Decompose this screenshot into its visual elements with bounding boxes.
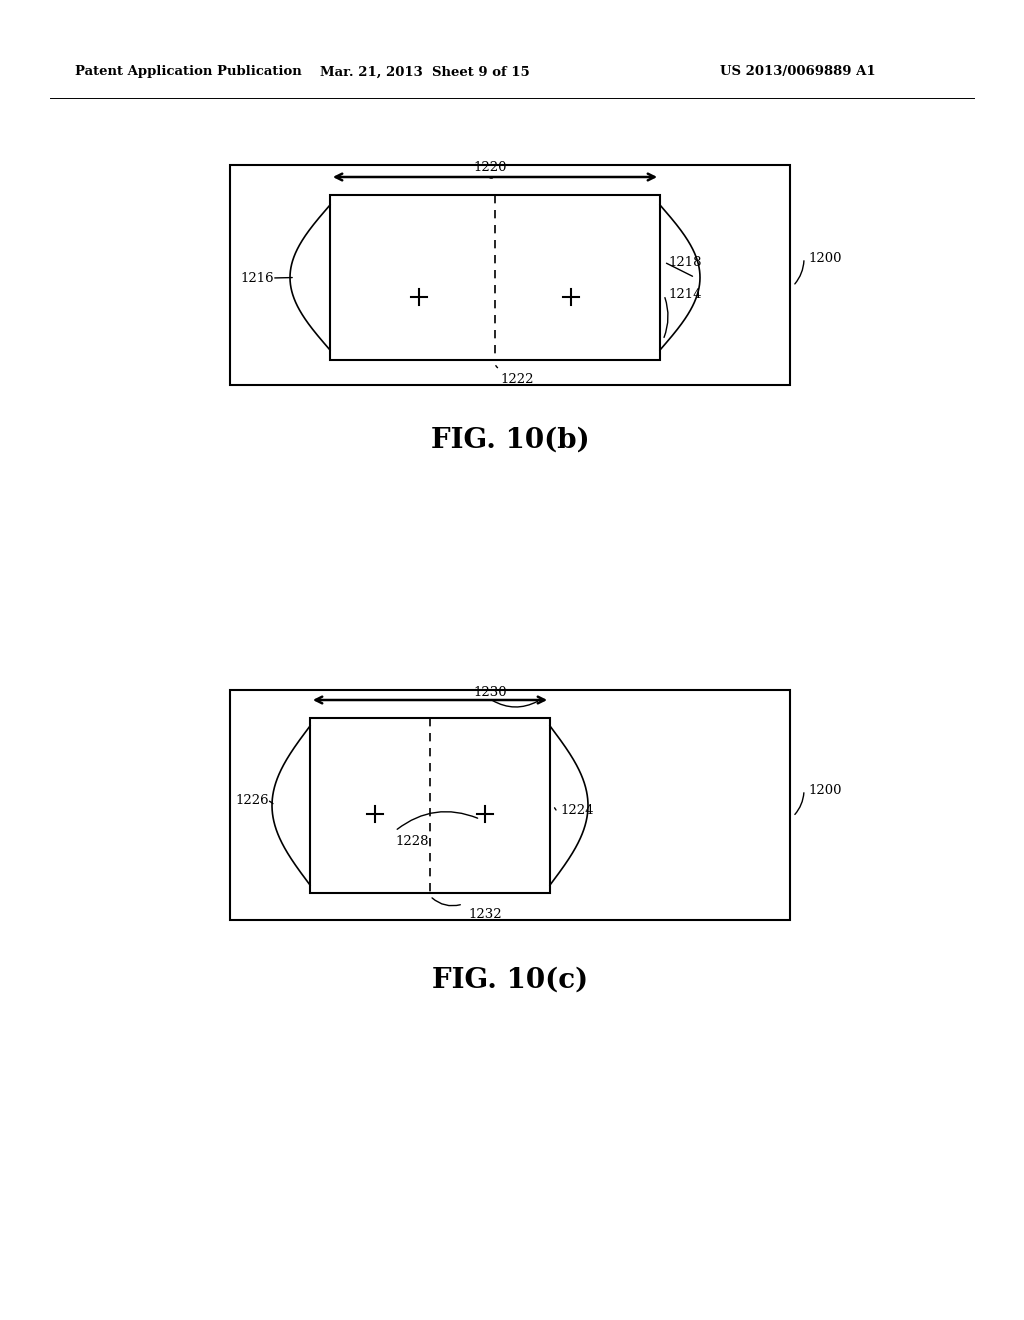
- FancyArrowPatch shape: [667, 263, 692, 276]
- Text: 1232: 1232: [468, 908, 502, 921]
- Text: Mar. 21, 2013  Sheet 9 of 15: Mar. 21, 2013 Sheet 9 of 15: [321, 66, 529, 78]
- Bar: [230, 165, 790, 385]
- Text: Patent Application Publication: Patent Application Publication: [75, 66, 302, 78]
- Text: 1222: 1222: [500, 374, 534, 385]
- Text: 1200: 1200: [808, 252, 842, 264]
- Bar: [230, 690, 790, 920]
- FancyArrowPatch shape: [269, 801, 273, 804]
- FancyArrowPatch shape: [795, 261, 804, 284]
- Text: 1200: 1200: [808, 784, 842, 796]
- Text: 1230: 1230: [473, 686, 507, 700]
- FancyArrowPatch shape: [664, 297, 668, 338]
- Text: 1220: 1220: [473, 161, 507, 174]
- Text: 1224: 1224: [560, 804, 594, 817]
- Bar: [310, 718, 550, 894]
- FancyArrowPatch shape: [397, 812, 477, 829]
- Text: 1218: 1218: [668, 256, 701, 268]
- Bar: [330, 195, 660, 360]
- FancyArrowPatch shape: [795, 793, 804, 814]
- Text: US 2013/0069889 A1: US 2013/0069889 A1: [720, 66, 876, 78]
- Text: 1214: 1214: [668, 289, 701, 301]
- FancyArrowPatch shape: [493, 701, 538, 708]
- Text: 1226: 1226: [234, 793, 268, 807]
- Text: FIG. 10(c): FIG. 10(c): [432, 966, 588, 994]
- Text: FIG. 10(b): FIG. 10(b): [431, 426, 590, 454]
- FancyArrowPatch shape: [555, 808, 556, 810]
- FancyArrowPatch shape: [496, 366, 498, 368]
- Text: 1228: 1228: [395, 836, 428, 847]
- FancyArrowPatch shape: [432, 898, 461, 906]
- Text: 1216: 1216: [240, 272, 273, 285]
